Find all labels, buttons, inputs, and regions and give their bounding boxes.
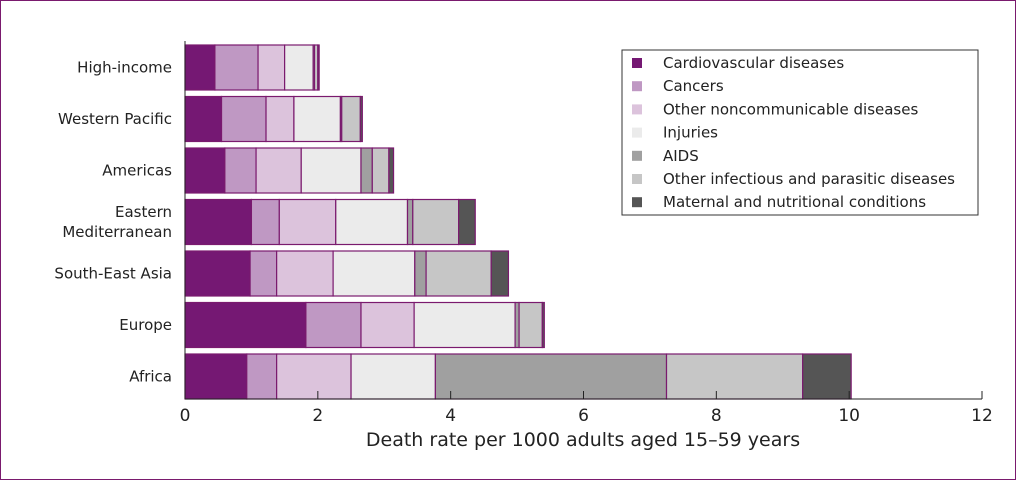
legend-label: Cardiovascular diseases	[663, 54, 844, 72]
bar-segment	[388, 147, 395, 194]
legend-label: Other noncommunicable diseases	[663, 100, 918, 118]
bar-segment	[184, 147, 226, 194]
legend-swatch	[632, 150, 642, 161]
legend: Cardiovascular diseases Cancers Other nonc…	[621, 49, 979, 216]
bar-segment	[458, 198, 476, 246]
bar-segment	[224, 147, 257, 194]
x-axis-title: Death rate per 1000 adults aged 15–59 ye…	[366, 429, 800, 451]
bar-segment	[255, 147, 302, 194]
bar-segment	[300, 147, 362, 194]
legend-label: Cancers	[663, 77, 724, 95]
legend-swatch	[632, 127, 642, 138]
legend-swatch	[632, 174, 642, 184]
bar-segment	[276, 353, 352, 400]
legend-label: Injuries	[663, 124, 718, 142]
category-label: Europe	[119, 316, 172, 334]
x-tick-label: 0	[180, 406, 191, 426]
legend-swatch	[632, 58, 642, 68]
bar-segment	[184, 250, 251, 297]
bar-segment	[184, 301, 307, 349]
category-label: Western Pacific	[58, 110, 172, 128]
category-label: Africa	[129, 368, 172, 386]
legend-swatch	[632, 104, 642, 115]
legend-label: Other infectious and parasitic diseases	[663, 170, 955, 188]
bar-segment	[332, 250, 416, 297]
bar-segment	[305, 301, 362, 349]
bar-segment	[412, 198, 460, 246]
bar-segment	[518, 301, 543, 349]
x-tick-label: 4	[445, 406, 456, 426]
bar-segment	[425, 250, 492, 297]
bar-segment	[250, 198, 280, 246]
bar-segment	[214, 44, 259, 91]
bar-segment	[665, 353, 804, 400]
category-label: Eastern Mediterranean	[62, 203, 172, 241]
category-label: Americas	[102, 162, 172, 180]
category-label: High-income	[77, 59, 172, 77]
x-ticks: 0 2 4 6 8 10 12	[180, 391, 993, 426]
bar-segment	[284, 44, 314, 91]
bar-segment	[317, 44, 320, 91]
legend-label: Maternal and nutritional conditions	[663, 193, 926, 211]
legend-swatch	[632, 81, 642, 92]
legend-swatch	[632, 197, 642, 208]
category-label-line: High-income	[77, 59, 172, 77]
legend-box	[621, 49, 979, 216]
bar-segment	[278, 198, 337, 246]
category-label: South-East Asia	[54, 265, 172, 283]
bar-segment	[802, 353, 852, 400]
category-label-line: Europe	[119, 316, 172, 334]
bars-layer	[184, 44, 852, 400]
category-label-line: South-East Asia	[54, 265, 172, 283]
bar-segment	[360, 147, 373, 194]
bar-segment	[434, 353, 668, 400]
bar-segment	[276, 250, 334, 297]
bar-segment	[184, 95, 223, 143]
x-tick-label: 2	[312, 406, 323, 426]
bar-segment	[184, 353, 248, 400]
x-tick-label: 10	[838, 406, 860, 426]
bar-segment	[184, 198, 253, 246]
category-label-line: Eastern	[115, 203, 172, 221]
x-tick-label: 12	[971, 406, 993, 426]
bar-segment	[413, 301, 516, 349]
category-labels: High-income Western Pacific Americas Easter…	[54, 59, 172, 386]
bar-segment	[359, 95, 363, 143]
bar-segment	[371, 147, 390, 194]
bar-segment	[360, 301, 415, 349]
bar-segment	[265, 95, 295, 143]
bar-segment	[246, 353, 278, 400]
x-tick-label: 6	[578, 406, 589, 426]
category-label-line: Americas	[102, 162, 172, 180]
x-axis: 0 2 4 6 8 10 12 Death rate per 1000 adults age…	[180, 41, 993, 451]
legend-label: AIDS	[663, 147, 699, 165]
bar-segment	[490, 250, 510, 297]
bar-segment	[257, 44, 286, 91]
bar-segment	[541, 301, 545, 349]
bar-segment	[184, 44, 216, 91]
bar-segment	[341, 95, 361, 143]
bar-segment	[249, 250, 278, 297]
category-label-line: Western Pacific	[58, 110, 172, 128]
category-label-line: Africa	[129, 368, 172, 386]
category-label-line: Mediterranean	[62, 223, 172, 241]
bar-segment	[220, 95, 267, 143]
bar-segment	[293, 95, 342, 143]
x-tick-label: 8	[711, 406, 722, 426]
bar-segment	[414, 250, 427, 297]
bar-segment	[514, 301, 520, 349]
bar-segment	[406, 198, 414, 246]
bar-segment	[350, 353, 436, 400]
bar-segment	[335, 198, 409, 246]
